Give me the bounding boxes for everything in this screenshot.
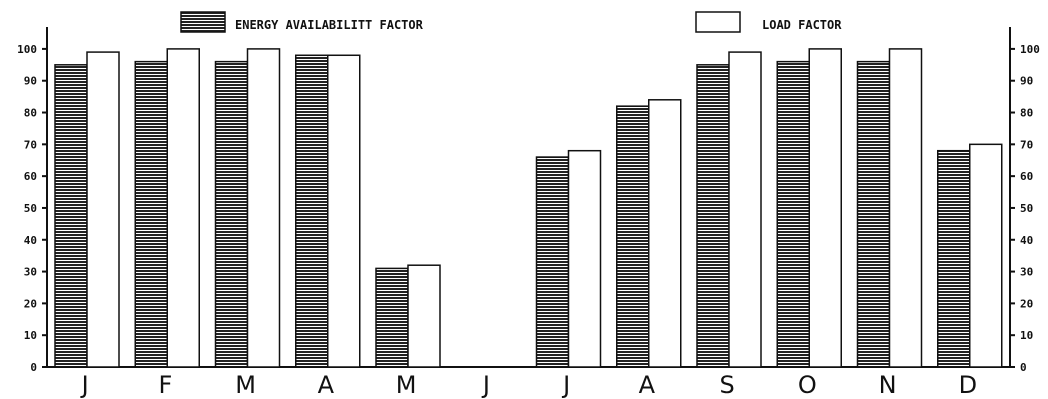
x-tick-label: F — [158, 371, 172, 399]
y-tick-label-left: 100 — [17, 43, 37, 56]
y-tick-label-left: 10 — [24, 329, 37, 342]
axes: 0 0 10 10 20 20 30 30 40 40 50 50 60 60 70 70 80 80 90 90 10… — [17, 27, 1040, 374]
x-tick-label: A — [639, 371, 656, 399]
y-tick-label-left: 0 — [30, 361, 37, 374]
bar-load-factor — [407, 264, 441, 368]
bar-energy-availability — [776, 60, 810, 368]
bar-load-factor — [246, 48, 281, 368]
bar-load-factor — [648, 99, 682, 368]
x-tick-label: N — [879, 371, 897, 399]
bar-energy-availability — [616, 105, 650, 368]
y-tick-label-left: 70 — [24, 138, 37, 151]
y-tick-label-right: 40 — [1020, 234, 1033, 247]
x-tick-label: J — [80, 371, 89, 399]
bar-load-factor — [166, 48, 200, 368]
y-tick-label-right: 80 — [1020, 107, 1033, 120]
y-tick-label-left: 60 — [24, 170, 37, 183]
y-tick-label-right: 20 — [1020, 297, 1033, 310]
y-tick-label-right: 50 — [1020, 202, 1033, 215]
bar-load-factor — [808, 48, 842, 368]
y-tick-label-left: 40 — [24, 234, 37, 247]
bar-load-factor — [728, 51, 762, 368]
x-tick-label: J — [481, 371, 490, 399]
bar-load-factor — [86, 51, 120, 368]
x-tick-label: D — [959, 371, 977, 399]
y-tick-label-right: 30 — [1020, 266, 1033, 279]
y-tick-label-right: 100 — [1020, 43, 1040, 56]
bar-energy-availability — [696, 64, 730, 368]
bar-energy-availability — [54, 64, 88, 368]
bars — [54, 48, 1003, 368]
legend: ENERGY AVAILABILITT FACTOR LOAD FACTOR — [180, 11, 842, 33]
x-tick-label: M — [235, 371, 256, 399]
x-tick-label: O — [798, 371, 817, 399]
legend-swatch-energy-availability — [180, 11, 226, 33]
y-tick-label-right: 70 — [1020, 138, 1033, 151]
bar-energy-availability — [937, 149, 971, 368]
bar-load-factor — [888, 48, 923, 368]
bar-load-factor — [327, 54, 361, 368]
bar-energy-availability — [375, 267, 409, 368]
y-tick-label-left: 80 — [24, 107, 37, 120]
x-tick-label: S — [720, 371, 735, 399]
bar-load-factor — [567, 149, 602, 368]
y-tick-label-right: 0 — [1020, 361, 1027, 374]
bar-energy-availability — [134, 60, 168, 368]
bar-energy-availability — [856, 60, 891, 368]
y-tick-label-right: 60 — [1020, 170, 1033, 183]
y-tick-label-right: 90 — [1020, 75, 1033, 88]
bar-load-factor — [969, 143, 1003, 368]
legend-label-load-factor: LOAD FACTOR — [762, 18, 842, 32]
x-tick-label: M — [396, 371, 417, 399]
y-tick-label-left: 20 — [24, 297, 37, 310]
x-tick-label: A — [318, 371, 335, 399]
bar-energy-availability — [214, 60, 249, 368]
x-tick-label: J — [561, 371, 570, 399]
legend-label-energy-availability: ENERGY AVAILABILITT FACTOR — [235, 18, 424, 32]
y-tick-label-left: 30 — [24, 266, 37, 279]
y-tick-label-right: 10 — [1020, 329, 1033, 342]
y-tick-label-left: 90 — [24, 75, 37, 88]
bar-energy-availability — [535, 156, 570, 368]
bar-energy-availability — [295, 54, 329, 368]
legend-swatch-load-factor — [695, 11, 741, 33]
y-tick-label-left: 50 — [24, 202, 37, 215]
